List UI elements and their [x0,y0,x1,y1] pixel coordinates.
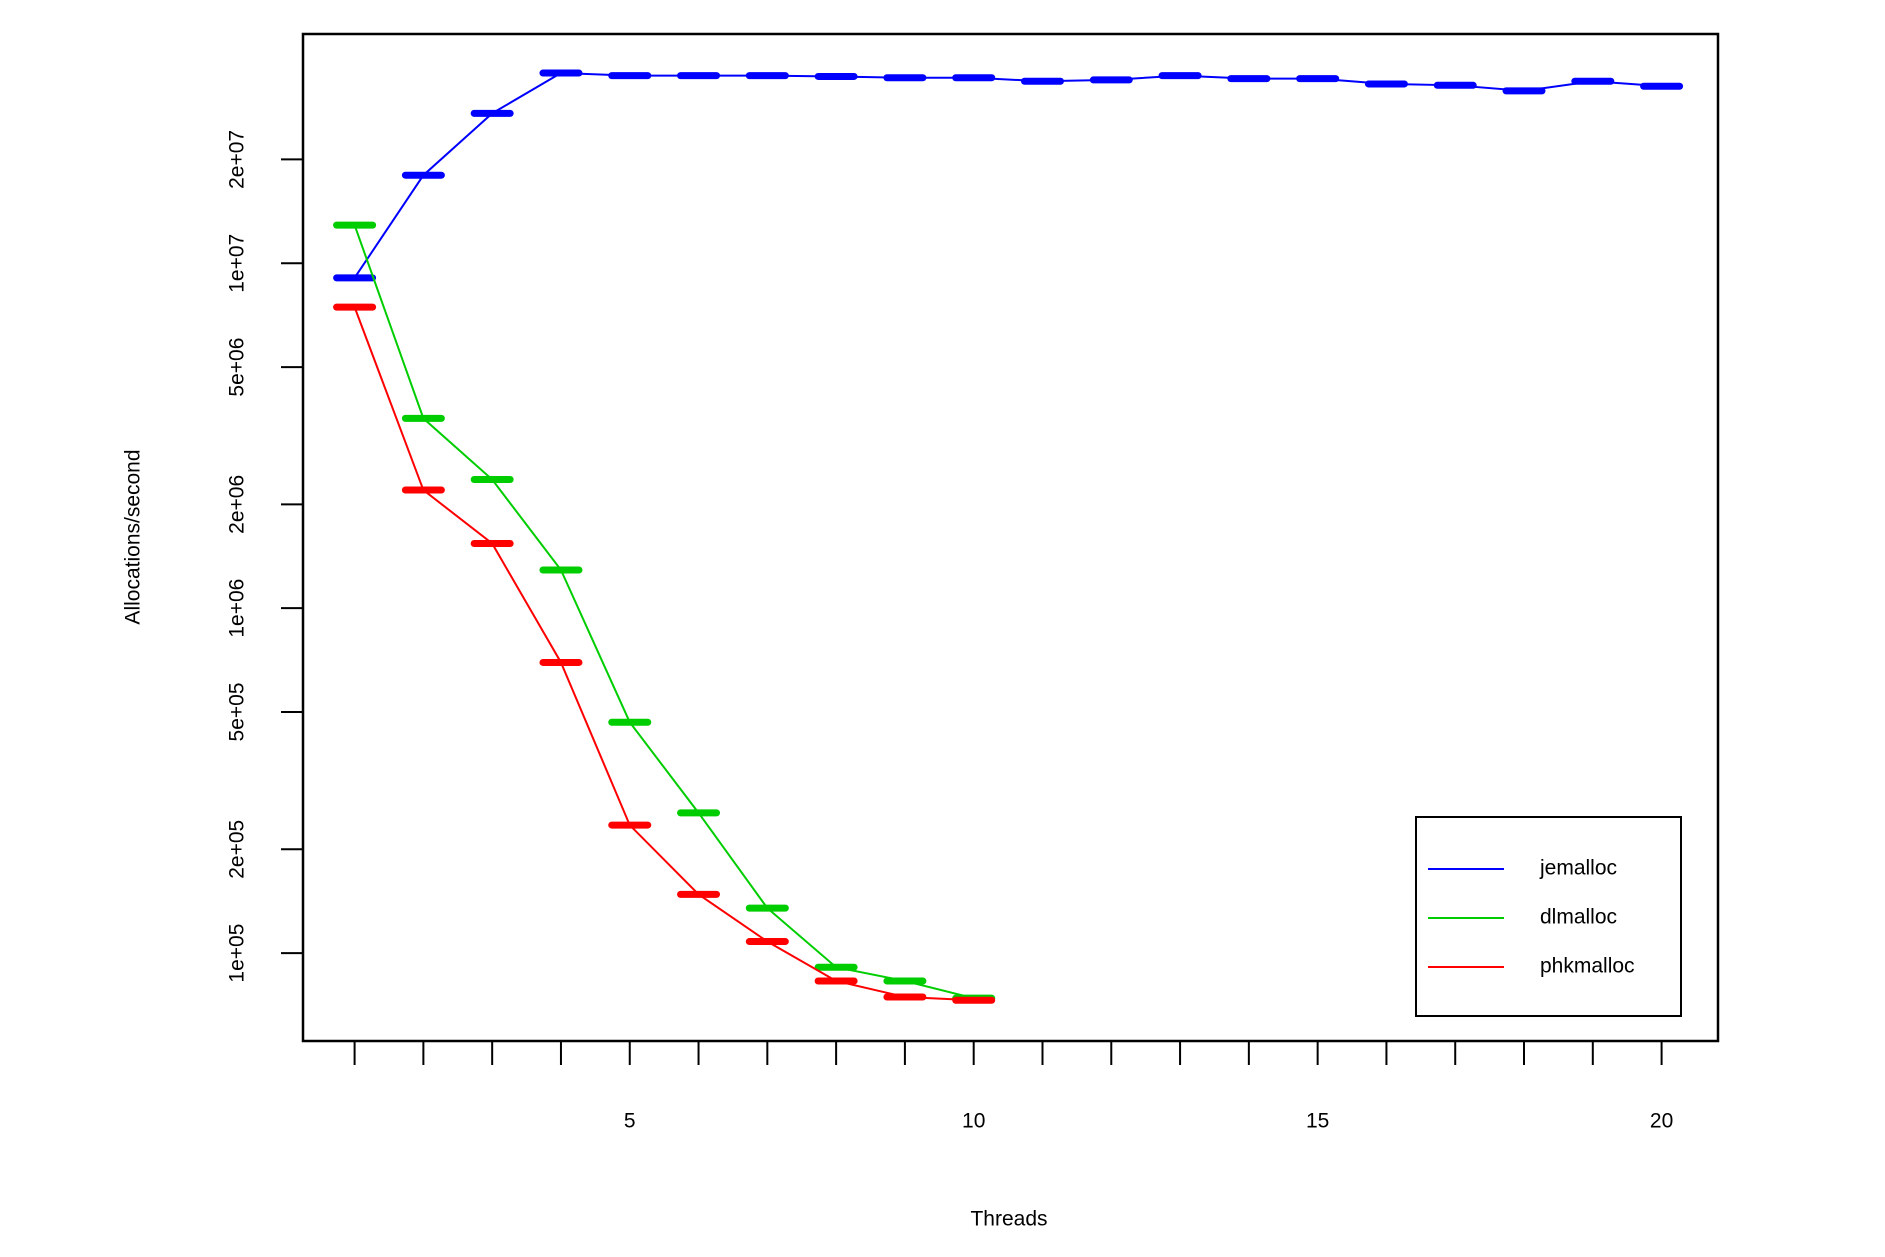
legend-label: jemalloc [1539,857,1617,880]
series-line [353,72,1662,279]
series-line [353,224,974,1000]
y-tick-label: 1e+07 [226,234,249,293]
y-tick-label: 5e+05 [226,682,249,741]
y-tick-label: 2e+05 [226,820,249,879]
y-tick-label: 1e+05 [226,924,249,983]
y-tick-label: 2e+06 [226,475,249,534]
x-tick-label: 5 [624,1110,636,1133]
x-axis-label: Threads [970,1208,1047,1231]
x-tick-label: 10 [962,1110,985,1133]
legend-box [1415,816,1682,1017]
y-tick-label: 5e+06 [226,338,249,397]
series-line [353,306,974,1002]
y-tick-label: 1e+06 [226,579,249,638]
legend-label: dlmalloc [1540,906,1617,929]
plot-frame [301,32,1720,1043]
y-tick-label: 2e+07 [226,130,249,189]
x-tick-label: 15 [1306,1110,1329,1133]
x-tick-label: 20 [1650,1110,1673,1133]
legend-label: phkmalloc [1540,955,1635,978]
y-axis-label: Allocations/second [122,449,145,624]
